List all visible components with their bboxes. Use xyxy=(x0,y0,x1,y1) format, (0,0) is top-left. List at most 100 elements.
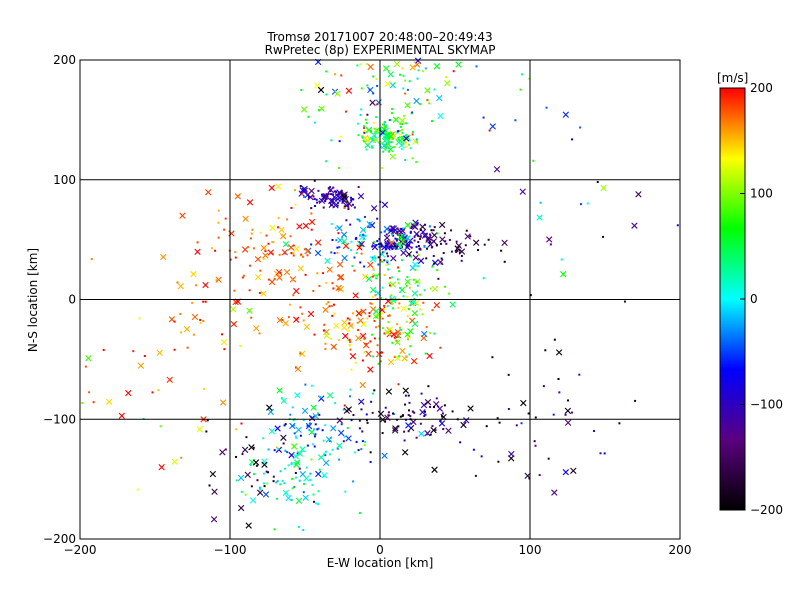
data-point-dot xyxy=(324,424,327,427)
data-point-dot xyxy=(408,286,411,289)
data-point-cross xyxy=(385,388,393,395)
data-point-cross xyxy=(400,305,407,312)
data-point-dot xyxy=(283,424,286,427)
data-point-dot xyxy=(482,116,485,119)
data-point-dot xyxy=(333,312,336,315)
data-point-cross xyxy=(420,401,428,409)
data-point-dot xyxy=(361,440,364,443)
data-point-cross xyxy=(341,254,348,262)
data-point-cross xyxy=(355,310,363,317)
data-point-dot xyxy=(377,325,380,328)
data-point-dot xyxy=(498,421,501,424)
data-point-cross xyxy=(419,409,426,416)
data-point-dot xyxy=(358,427,361,430)
data-point-cross xyxy=(246,307,253,314)
data-point-dot xyxy=(259,269,262,272)
data-point-dot xyxy=(265,470,268,473)
data-point-dot xyxy=(532,159,535,162)
data-point-cross xyxy=(374,128,381,135)
data-point-dot xyxy=(262,437,265,440)
data-point-dot xyxy=(423,235,426,238)
data-point-cross xyxy=(426,352,433,360)
data-point-dot xyxy=(309,478,312,481)
data-point-dot xyxy=(552,413,555,416)
data-point-dot xyxy=(406,236,409,239)
data-point-dot xyxy=(380,360,383,363)
data-point-dot xyxy=(558,391,561,394)
data-point-dot xyxy=(433,262,436,265)
data-point-dot xyxy=(250,316,253,319)
data-point-dot xyxy=(391,107,394,110)
data-point-cross xyxy=(202,281,209,289)
data-point-cross xyxy=(254,274,262,281)
data-point-cross xyxy=(392,116,400,123)
data-point-dot xyxy=(385,233,388,236)
data-point-dot xyxy=(279,470,282,473)
data-point-cross xyxy=(355,335,362,342)
data-point-cross xyxy=(209,470,217,478)
data-point-dot xyxy=(433,226,436,229)
data-point-dot xyxy=(322,329,325,332)
data-point-cross xyxy=(362,273,369,280)
data-point-dot xyxy=(291,279,294,282)
data-point-dot xyxy=(533,440,536,443)
data-point-dot xyxy=(388,150,391,153)
data-point-dot xyxy=(356,218,359,221)
data-point-dot xyxy=(359,261,362,264)
data-point-cross xyxy=(431,232,438,239)
data-point-cross xyxy=(261,461,268,468)
data-point-dot xyxy=(281,318,284,321)
data-point-dot xyxy=(393,356,396,359)
data-point-dot xyxy=(391,248,394,251)
data-point-cross xyxy=(290,443,298,450)
data-point-dot xyxy=(455,240,458,243)
data-point-dot xyxy=(307,196,310,199)
data-point-dot xyxy=(553,338,556,341)
data-point-cross xyxy=(439,236,446,243)
data-point-dot xyxy=(425,257,428,260)
data-point-dot xyxy=(416,233,419,236)
data-point-dot xyxy=(350,240,353,243)
data-point-dot xyxy=(520,73,523,76)
data-point-dot xyxy=(202,319,205,322)
data-point-cross xyxy=(360,308,367,315)
data-point-dot xyxy=(316,201,319,204)
data-point-dot xyxy=(368,312,371,315)
data-point-dot xyxy=(410,246,413,249)
data-point-cross xyxy=(337,285,344,293)
data-point-cross xyxy=(412,254,419,261)
data-point-dot xyxy=(259,231,262,234)
data-point-dot xyxy=(371,411,374,414)
data-point-dot xyxy=(302,528,305,531)
data-point-dot xyxy=(248,264,251,267)
data-point-cross xyxy=(211,488,218,495)
data-point-dot xyxy=(361,430,364,433)
data-point-dot xyxy=(500,249,503,252)
data-point-dot xyxy=(369,451,372,454)
data-point-dot xyxy=(357,328,360,331)
data-point-dot xyxy=(421,313,424,316)
data-point-dot xyxy=(315,198,318,201)
data-point-dot xyxy=(375,277,378,280)
data-point-dot xyxy=(390,141,393,144)
data-point-cross xyxy=(519,188,526,195)
data-point-dot xyxy=(570,411,573,414)
data-point-dot xyxy=(290,463,293,466)
data-point-dot xyxy=(284,449,287,452)
data-point-cross xyxy=(253,325,260,332)
data-point-cross xyxy=(293,287,300,295)
data-point-dot xyxy=(380,260,383,263)
data-point-dot xyxy=(413,235,416,238)
data-point-cross xyxy=(436,405,444,412)
data-point-dot xyxy=(331,282,334,285)
data-point-dot xyxy=(365,419,368,422)
data-point-cross xyxy=(418,430,425,437)
data-point-dot xyxy=(419,247,422,250)
data-point-dot xyxy=(408,353,411,356)
data-point-dot xyxy=(362,233,365,236)
data-point-dot xyxy=(423,289,426,292)
data-point-dot xyxy=(360,108,363,111)
data-point-cross xyxy=(397,243,404,251)
data-point-dot xyxy=(380,245,383,248)
data-point-dot xyxy=(180,331,183,334)
